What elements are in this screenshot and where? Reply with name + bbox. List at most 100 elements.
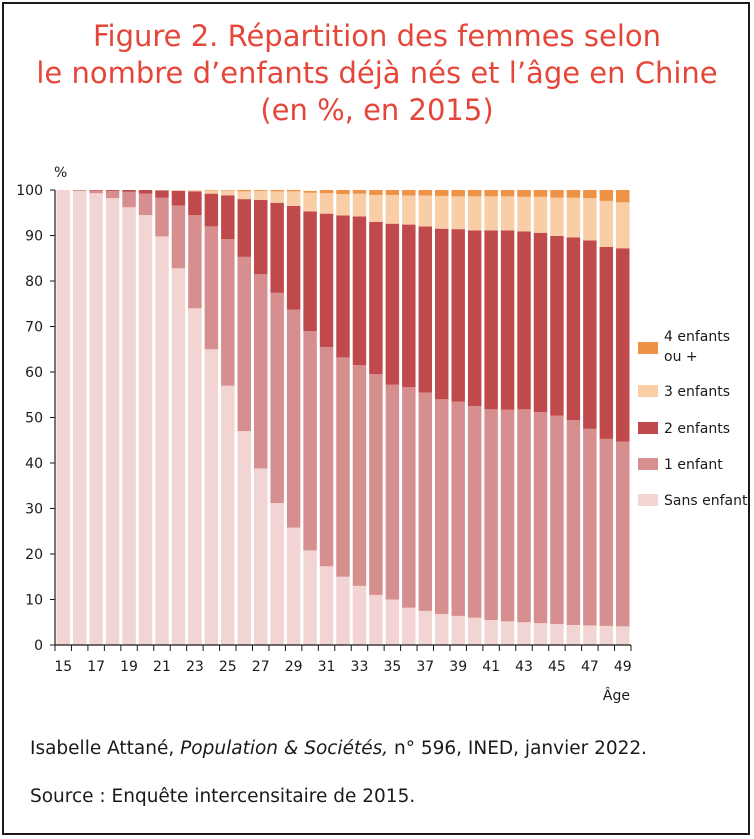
x-axis-label: Âge — [603, 686, 630, 704]
y-tick-label-20: 20 — [25, 547, 43, 563]
bar-age-28-series-1 — [270, 292, 284, 504]
bar-age-47-series-1 — [583, 428, 597, 626]
bar-age-42-series-2 — [500, 230, 515, 410]
y-tick-label-100: 100 — [16, 183, 43, 199]
axes-layer: 0 10 20 30 40 50 60 70 80 90 100% 15 17 19 21 23 25 27 29 3… — [16, 165, 631, 704]
bar-age-36-series-4 — [402, 190, 416, 196]
credit-author: Isabelle Attané, — [30, 738, 181, 759]
bar-age-24-series-1 — [204, 226, 219, 350]
bar-age-21-series-2 — [155, 190, 169, 198]
bar-age-41-series-2 — [484, 230, 498, 410]
legend-swatch-1 — [638, 458, 658, 470]
bar-age-39-series-2 — [451, 229, 465, 402]
bar-age-29-series-4 — [286, 190, 301, 192]
bar-age-39-series-0 — [451, 615, 465, 645]
bar-age-32-series-2 — [336, 215, 350, 358]
y-tick-label-50: 50 — [25, 411, 43, 427]
bar-age-22-series-2 — [171, 190, 186, 206]
bar-age-35-series-1 — [385, 384, 400, 600]
bars-layer — [56, 190, 630, 646]
legend-swatch-3 — [638, 385, 658, 397]
bar-age-25-series-1 — [221, 239, 235, 386]
bar-age-21-series-1 — [155, 197, 169, 237]
bar-age-27-series-1 — [253, 274, 268, 469]
y-axis-label: % — [54, 165, 67, 181]
bar-age-30-series-1 — [303, 331, 317, 551]
credit-publication: Population & Sociétés, — [180, 738, 389, 759]
bar-age-41-series-4 — [484, 190, 498, 197]
x-tick-label-15: 15 — [54, 659, 72, 675]
bar-age-48-series-2 — [599, 246, 614, 439]
bar-age-16-series-0 — [72, 190, 87, 645]
bar-age-34-series-0 — [369, 594, 383, 645]
bar-age-44-series-4 — [533, 190, 548, 197]
bar-age-35-series-4 — [385, 190, 400, 195]
bar-age-27-series-2 — [253, 200, 268, 275]
bar-age-40-series-1 — [467, 406, 482, 618]
bar-age-29-series-1 — [286, 309, 301, 528]
bar-age-30-series-4 — [303, 190, 317, 193]
x-tick-label-39: 39 — [449, 659, 467, 675]
bar-age-49-series-0 — [616, 626, 630, 645]
bar-age-46-series-2 — [566, 237, 581, 421]
bar-age-23-series-2 — [188, 191, 202, 216]
bar-age-33-series-1 — [352, 365, 367, 586]
bar-age-23-series-0 — [188, 308, 202, 645]
title-line-1: Figure 2. Répartition des femmes selon — [92, 19, 662, 53]
bar-age-32-series-3 — [336, 194, 350, 216]
bar-age-39-series-4 — [451, 190, 465, 197]
x-tick-label-47: 47 — [581, 659, 599, 675]
bar-age-48-series-4 — [599, 190, 614, 201]
bar-age-36-series-2 — [402, 224, 416, 388]
bar-age-42-series-3 — [500, 196, 515, 231]
bar-age-37-series-3 — [418, 195, 433, 227]
bar-age-29-series-0 — [286, 527, 301, 645]
bar-age-18-series-0 — [105, 198, 120, 645]
bar-age-34-series-1 — [369, 374, 383, 595]
bar-age-33-series-2 — [352, 216, 367, 366]
bar-age-36-series-0 — [402, 607, 416, 645]
bar-age-46-series-1 — [566, 420, 581, 625]
legend-label-2: 2 enfants — [664, 421, 730, 437]
bar-age-29-series-2 — [286, 205, 301, 310]
bar-age-48-series-0 — [599, 625, 614, 645]
y-tick-label-60: 60 — [25, 365, 43, 381]
bar-age-23-series-1 — [188, 215, 202, 309]
x-tick-label-49: 49 — [614, 659, 632, 675]
bar-age-41-series-1 — [484, 409, 498, 620]
bar-age-17-series-0 — [89, 193, 103, 645]
bar-age-47-series-3 — [583, 198, 597, 241]
x-tick-label-23: 23 — [186, 659, 204, 675]
x-tick-label-31: 31 — [318, 659, 336, 675]
x-tick-label-17: 17 — [87, 659, 105, 675]
bar-age-20-series-0 — [138, 215, 153, 645]
bar-age-18-series-1 — [105, 190, 120, 199]
x-tick-label-27: 27 — [252, 659, 270, 675]
bar-age-21-series-0 — [155, 236, 169, 645]
bar-age-40-series-4 — [467, 190, 482, 197]
bar-age-37-series-2 — [418, 226, 433, 393]
bar-age-48-series-1 — [599, 438, 614, 626]
bar-age-43-series-0 — [517, 622, 531, 645]
bar-age-44-series-3 — [533, 196, 548, 233]
x-tick-label-37: 37 — [416, 659, 434, 675]
bar-age-38-series-1 — [435, 399, 449, 615]
source-line: Source : Enquête intercensitaire de 2015… — [30, 786, 416, 807]
bar-age-38-series-0 — [435, 614, 449, 645]
bar-age-38-series-2 — [435, 228, 449, 400]
bar-age-25-series-2 — [221, 195, 235, 240]
bar-age-49-series-2 — [616, 248, 630, 442]
bar-age-43-series-4 — [517, 190, 531, 197]
bar-age-19-series-2 — [122, 190, 136, 192]
y-tick-label-80: 80 — [25, 274, 43, 290]
bar-age-46-series-3 — [566, 197, 581, 238]
bar-age-45-series-4 — [550, 190, 564, 198]
bar-age-42-series-4 — [500, 190, 515, 197]
bar-age-33-series-3 — [352, 193, 367, 217]
bar-age-36-series-3 — [402, 195, 416, 225]
x-tick-label-45: 45 — [548, 659, 566, 675]
bar-age-38-series-4 — [435, 190, 449, 196]
bar-age-35-series-3 — [385, 195, 400, 224]
legend-swatch-2 — [638, 422, 658, 434]
y-tick-label-30: 30 — [25, 502, 43, 518]
